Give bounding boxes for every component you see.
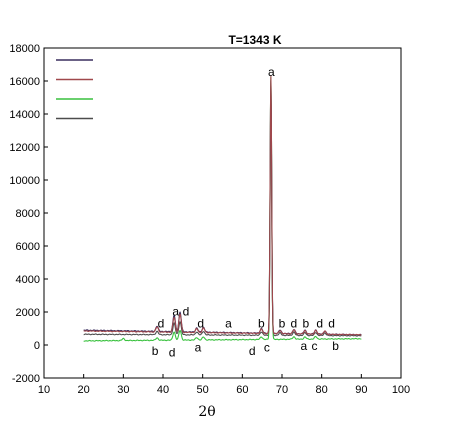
- peak-label: a: [172, 304, 179, 318]
- series-line: [83, 76, 362, 342]
- peak-label: b: [302, 317, 309, 331]
- y-tick-label: 8000: [16, 208, 40, 220]
- peak-label: d: [328, 317, 335, 331]
- peak-label: d: [291, 317, 298, 331]
- y-tick-label: 0: [34, 340, 40, 352]
- x-tick-label: 60: [236, 384, 248, 396]
- chart-title: T=1343 K: [228, 33, 281, 47]
- y-tick-label: 2000: [16, 307, 40, 319]
- y-tick-label: 12000: [9, 142, 40, 154]
- series-line: [83, 75, 362, 336]
- peak-label: a: [300, 339, 307, 353]
- x-tick-label: 90: [355, 384, 367, 396]
- y-tick-label: 14000: [9, 109, 40, 121]
- annotations: ada dd a b b d b d db d a d c a c b: [152, 65, 339, 360]
- peak-label: a: [225, 317, 232, 331]
- x-axis-label: 2θ: [198, 404, 215, 420]
- peak-label: b: [258, 317, 265, 331]
- peak-label: d: [249, 344, 256, 358]
- peak-label: c: [312, 339, 318, 353]
- peak-label: d: [183, 304, 190, 318]
- legend: [56, 59, 93, 120]
- series-line: [83, 80, 362, 336]
- peak-label: b: [279, 317, 286, 331]
- y-tick-label: 10000: [9, 175, 40, 187]
- peak-label: a: [268, 65, 275, 79]
- peak-label: b: [152, 344, 159, 358]
- y-tick-label: 16000: [9, 76, 40, 88]
- y-tick-label: 4000: [16, 274, 40, 286]
- x-tick-label: 40: [157, 384, 169, 396]
- x-tick-label: 80: [316, 384, 328, 396]
- x-tick-label: 30: [117, 384, 129, 396]
- chart-frame: 10 20 30 40 50 60 70 80 90 100 -2000 0 2000 4000 6000 8…: [9, 43, 410, 396]
- series-line: [83, 95, 362, 337]
- plot-series: [83, 75, 362, 342]
- peak-label: a: [195, 341, 202, 355]
- peak-label: d: [197, 317, 204, 331]
- y-tick-label: 6000: [16, 241, 40, 253]
- y-tick-label: -2000: [12, 373, 40, 385]
- x-tick-label: 10: [38, 384, 50, 396]
- peak-label: c: [264, 341, 270, 355]
- peak-label: d: [316, 317, 323, 331]
- y-tick-label: 18000: [9, 43, 40, 55]
- peak-label: b: [332, 339, 339, 353]
- x-tick-label: 100: [392, 384, 410, 396]
- x-tick-label: 50: [197, 384, 209, 396]
- peak-label: d: [158, 317, 165, 331]
- plot-border: [43, 47, 402, 379]
- x-tick-label: 20: [78, 384, 90, 396]
- x-tick-label: 70: [276, 384, 288, 396]
- peak-label: d: [169, 346, 176, 360]
